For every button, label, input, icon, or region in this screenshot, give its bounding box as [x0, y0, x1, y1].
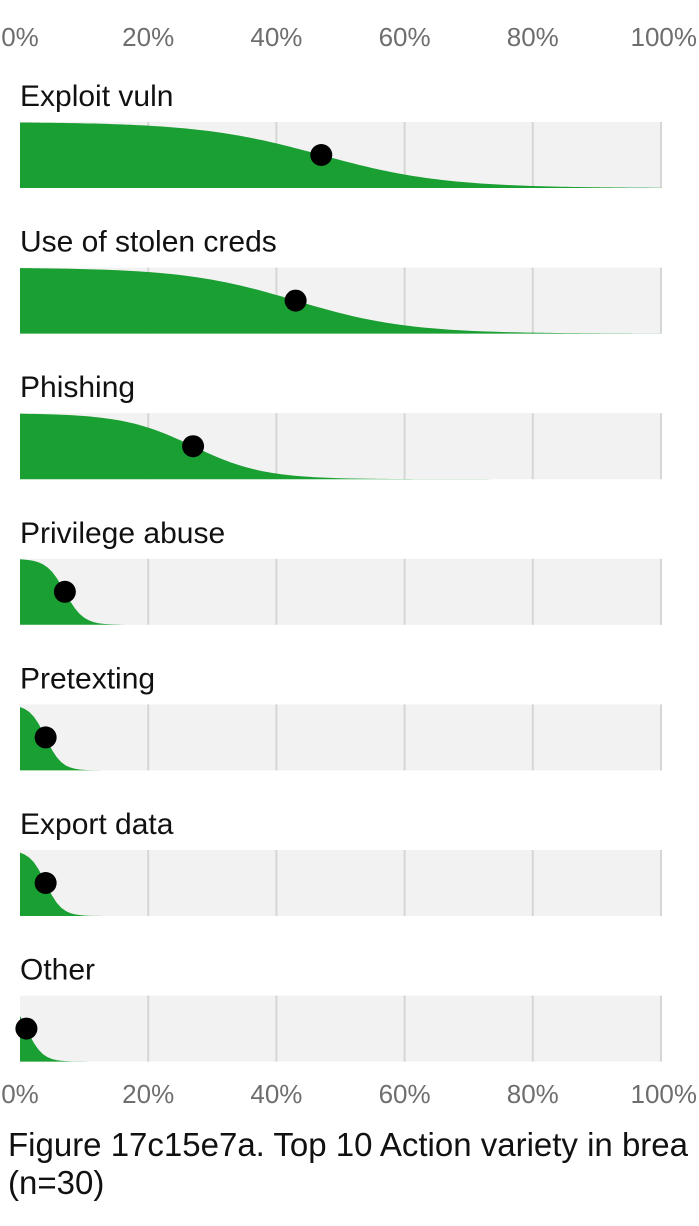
- median-dot: [310, 144, 333, 166]
- median-dot: [34, 726, 57, 749]
- category-label: Phishing: [20, 371, 135, 404]
- band-track: [20, 558, 661, 625]
- top-tick-label: 0%: [1, 22, 39, 52]
- figure-caption: Figure 17c15e7a. Top 10 Action variety i…: [8, 1126, 699, 1202]
- bottom-tick-label: 40%: [250, 1079, 302, 1109]
- category-label: Other: [20, 954, 95, 987]
- distribution-area: [20, 559, 661, 625]
- band-track: [20, 850, 661, 916]
- action-variety-chart: 0% 20% 40% 60% 80% 100% 0% 20% 40% 60% 80% 100% Expl…: [1, 22, 698, 1109]
- top-tick-label: 100%: [631, 22, 698, 52]
- bottom-tick-label: 80%: [507, 1079, 559, 1109]
- distribution-area: [20, 122, 661, 188]
- bottom-tick-label: 0%: [1, 1079, 39, 1109]
- caption-line-1: Figure 17c15e7a. Top 10 Action variety i…: [8, 1126, 688, 1163]
- median-dot: [34, 872, 57, 894]
- bottom-tick-label: 60%: [379, 1079, 431, 1109]
- caption-line-2: (n=30): [8, 1164, 105, 1201]
- band-track: [20, 704, 661, 771]
- top-tick-label: 60%: [379, 22, 431, 52]
- top-tick-label: 20%: [122, 22, 174, 52]
- distribution-area: [20, 413, 661, 480]
- top-tick-label: 80%: [507, 22, 559, 52]
- median-dot: [53, 580, 76, 603]
- top-tick-label: 40%: [250, 22, 302, 52]
- category-label: Export data: [20, 808, 174, 841]
- median-dot: [182, 435, 205, 458]
- bottom-tick-label: 100%: [631, 1079, 698, 1109]
- category-label: Pretexting: [20, 662, 155, 695]
- median-dot: [284, 289, 307, 312]
- category-label: Use of stolen creds: [20, 226, 277, 259]
- band-track: [20, 995, 661, 1062]
- bottom-tick-label: 20%: [122, 1079, 174, 1109]
- category-label: Exploit vuln: [20, 80, 173, 113]
- distribution-area: [20, 268, 661, 334]
- median-dot: [15, 1017, 38, 1040]
- category-label: Privilege abuse: [20, 517, 225, 550]
